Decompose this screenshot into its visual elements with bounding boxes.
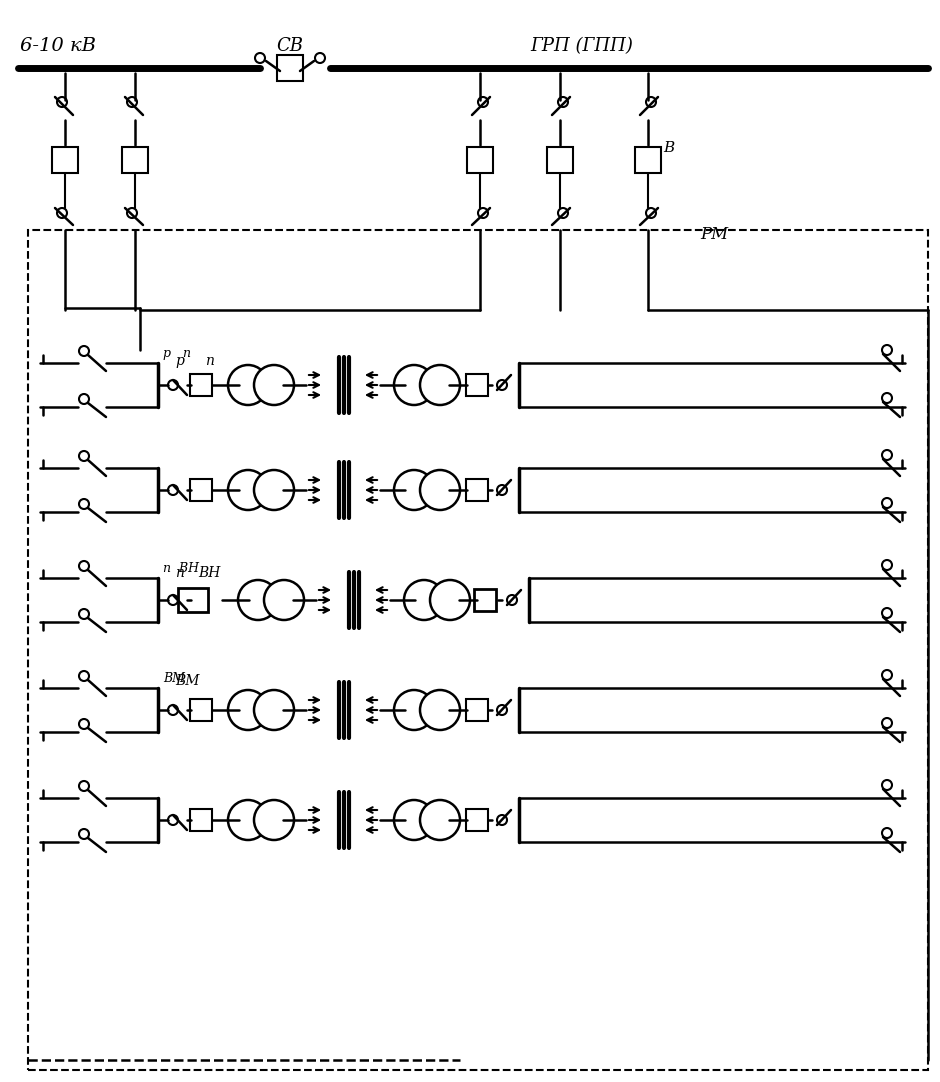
Circle shape <box>420 690 460 730</box>
Text: п: п <box>205 354 214 368</box>
Circle shape <box>168 595 178 605</box>
Text: п: п <box>175 566 184 580</box>
Text: 6-10 кВ: 6-10 кВ <box>20 37 96 55</box>
Circle shape <box>420 470 460 510</box>
Circle shape <box>507 595 517 605</box>
Circle shape <box>168 705 178 715</box>
Circle shape <box>228 690 268 730</box>
Bar <box>52 147 78 173</box>
Circle shape <box>478 208 488 217</box>
Circle shape <box>315 53 325 63</box>
Text: р: р <box>175 354 184 368</box>
Circle shape <box>882 560 892 570</box>
Bar <box>467 147 493 173</box>
Circle shape <box>558 97 568 107</box>
Bar <box>466 374 488 396</box>
Circle shape <box>404 580 444 620</box>
Circle shape <box>254 470 294 510</box>
Circle shape <box>254 690 294 730</box>
Circle shape <box>57 208 67 217</box>
Circle shape <box>394 365 434 405</box>
Circle shape <box>497 485 507 494</box>
Circle shape <box>264 580 304 620</box>
Circle shape <box>168 815 178 824</box>
Circle shape <box>79 560 89 571</box>
Circle shape <box>646 208 656 217</box>
Bar <box>547 147 573 173</box>
Circle shape <box>79 720 89 729</box>
Circle shape <box>497 380 507 390</box>
Text: ГРП (ГПП): ГРП (ГПП) <box>530 37 633 55</box>
Bar <box>635 147 661 173</box>
Circle shape <box>882 828 892 837</box>
Circle shape <box>238 580 278 620</box>
Circle shape <box>558 208 568 217</box>
Text: ВН: ВН <box>198 566 220 580</box>
Text: п  ВН: п ВН <box>163 562 199 575</box>
Bar <box>466 809 488 831</box>
Circle shape <box>228 800 268 840</box>
Circle shape <box>478 97 488 107</box>
Circle shape <box>57 97 67 107</box>
Circle shape <box>79 609 89 619</box>
Bar <box>474 589 496 611</box>
Circle shape <box>79 499 89 509</box>
Circle shape <box>497 815 507 824</box>
Circle shape <box>79 781 89 791</box>
Circle shape <box>646 97 656 107</box>
Bar <box>28 230 928 1070</box>
Circle shape <box>430 580 470 620</box>
Bar <box>178 588 208 612</box>
Circle shape <box>79 671 89 681</box>
Circle shape <box>882 498 892 509</box>
Text: р   п: р п <box>163 347 191 360</box>
Bar <box>466 699 488 721</box>
Circle shape <box>420 800 460 840</box>
Circle shape <box>882 450 892 460</box>
Text: СВ: СВ <box>276 37 304 55</box>
Circle shape <box>168 485 178 494</box>
Circle shape <box>79 829 89 839</box>
Bar <box>190 374 212 396</box>
Circle shape <box>394 470 434 510</box>
Circle shape <box>79 394 89 404</box>
Text: ВМ: ВМ <box>163 672 185 685</box>
Circle shape <box>882 393 892 403</box>
Bar <box>190 699 212 721</box>
Circle shape <box>420 365 460 405</box>
Circle shape <box>882 718 892 728</box>
Circle shape <box>882 345 892 355</box>
Circle shape <box>127 208 137 217</box>
Bar <box>466 479 488 501</box>
Circle shape <box>394 690 434 730</box>
Circle shape <box>497 705 507 715</box>
Circle shape <box>882 608 892 618</box>
Text: ВМ: ВМ <box>175 674 199 688</box>
Circle shape <box>394 800 434 840</box>
Text: В: В <box>663 141 674 155</box>
Circle shape <box>168 380 178 390</box>
Circle shape <box>882 670 892 679</box>
Bar <box>190 479 212 501</box>
Circle shape <box>127 97 137 107</box>
Circle shape <box>882 780 892 790</box>
Circle shape <box>228 365 268 405</box>
Circle shape <box>255 53 265 63</box>
Circle shape <box>254 365 294 405</box>
Circle shape <box>254 800 294 840</box>
Circle shape <box>79 451 89 461</box>
Bar <box>122 147 148 173</box>
Bar <box>277 55 303 81</box>
Bar <box>190 809 212 831</box>
Circle shape <box>79 346 89 356</box>
Circle shape <box>228 470 268 510</box>
Text: РМ: РМ <box>700 226 728 243</box>
